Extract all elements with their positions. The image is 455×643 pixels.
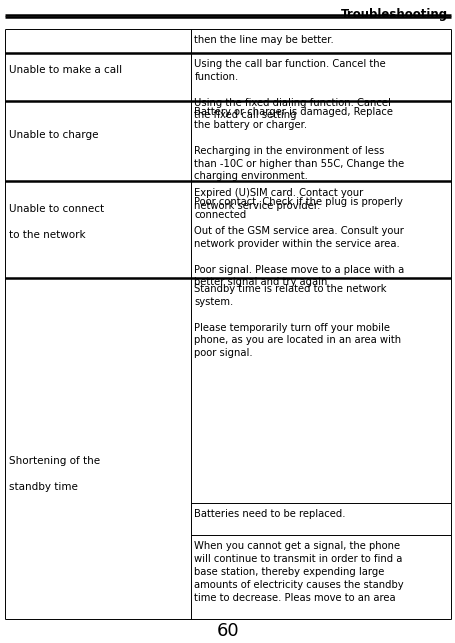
Text: Unable to connect

to the network: Unable to connect to the network bbox=[9, 204, 104, 240]
Text: Expired (U)SIM card. Contact your
network service provider.

Out of the GSM serv: Expired (U)SIM card. Contact your networ… bbox=[194, 188, 404, 287]
Text: Batteries need to be replaced.: Batteries need to be replaced. bbox=[194, 509, 345, 520]
Text: Unable to charge: Unable to charge bbox=[9, 130, 98, 140]
Text: then the line may be better.: then the line may be better. bbox=[194, 35, 333, 46]
Text: When you cannot get a signal, the phone
will continue to transmit in order to fi: When you cannot get a signal, the phone … bbox=[194, 541, 403, 602]
Text: Using the call bar function. Cancel the
function.

Using the fixed dialing funct: Using the call bar function. Cancel the … bbox=[194, 59, 390, 120]
Text: Troubleshooting: Troubleshooting bbox=[340, 8, 447, 21]
Text: 60: 60 bbox=[216, 622, 239, 640]
Text: Standby time is related to the network
system.

Please temporarily turn off your: Standby time is related to the network s… bbox=[194, 284, 400, 358]
Text: Battery or charger is damaged, Replace
the battery or charger.

Recharging in th: Battery or charger is damaged, Replace t… bbox=[194, 107, 404, 220]
Text: Shortening of the

standby time: Shortening of the standby time bbox=[9, 456, 100, 492]
Text: Unable to make a call: Unable to make a call bbox=[9, 66, 122, 75]
